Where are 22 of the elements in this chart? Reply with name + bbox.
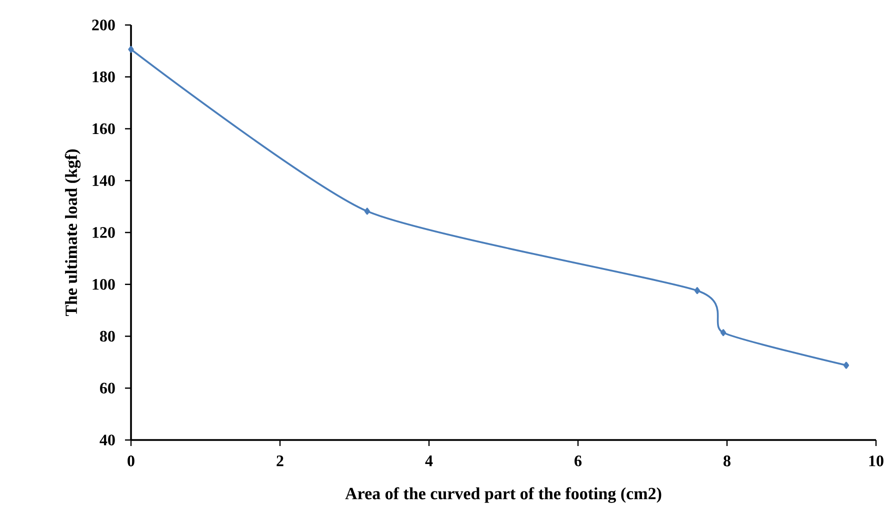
point bbox=[720, 329, 726, 336]
y-tick-label: 80 bbox=[100, 330, 115, 342]
y-axis-title: The ultimate load (kgf) bbox=[64, 149, 81, 316]
y-tick-label: 200 bbox=[92, 20, 115, 30]
x-tick-label: 2 bbox=[276, 456, 284, 466]
x-axis-title: Area of the curved part of the footing (cm2) bbox=[345, 487, 662, 503]
x-tick-label: 6 bbox=[574, 456, 582, 466]
x-tick-label: 0 bbox=[128, 456, 134, 466]
y-tick-label: 180 bbox=[92, 71, 115, 82]
y-tick-label: 100 bbox=[92, 278, 115, 290]
x-tick-label: 10 bbox=[869, 456, 884, 466]
y-tick-label: 140 bbox=[92, 175, 115, 186]
x-tick-label: 8 bbox=[724, 456, 730, 466]
point bbox=[694, 287, 700, 294]
y-tick-label: 60 bbox=[100, 382, 115, 394]
y-tick-label: 120 bbox=[92, 227, 115, 238]
point bbox=[843, 362, 850, 369]
point bbox=[364, 208, 370, 215]
y-tick-label: 40 bbox=[100, 434, 115, 446]
y-tick-label: 160 bbox=[92, 123, 115, 134]
point bbox=[128, 46, 134, 53]
x-tick-label: 4 bbox=[425, 456, 433, 466]
